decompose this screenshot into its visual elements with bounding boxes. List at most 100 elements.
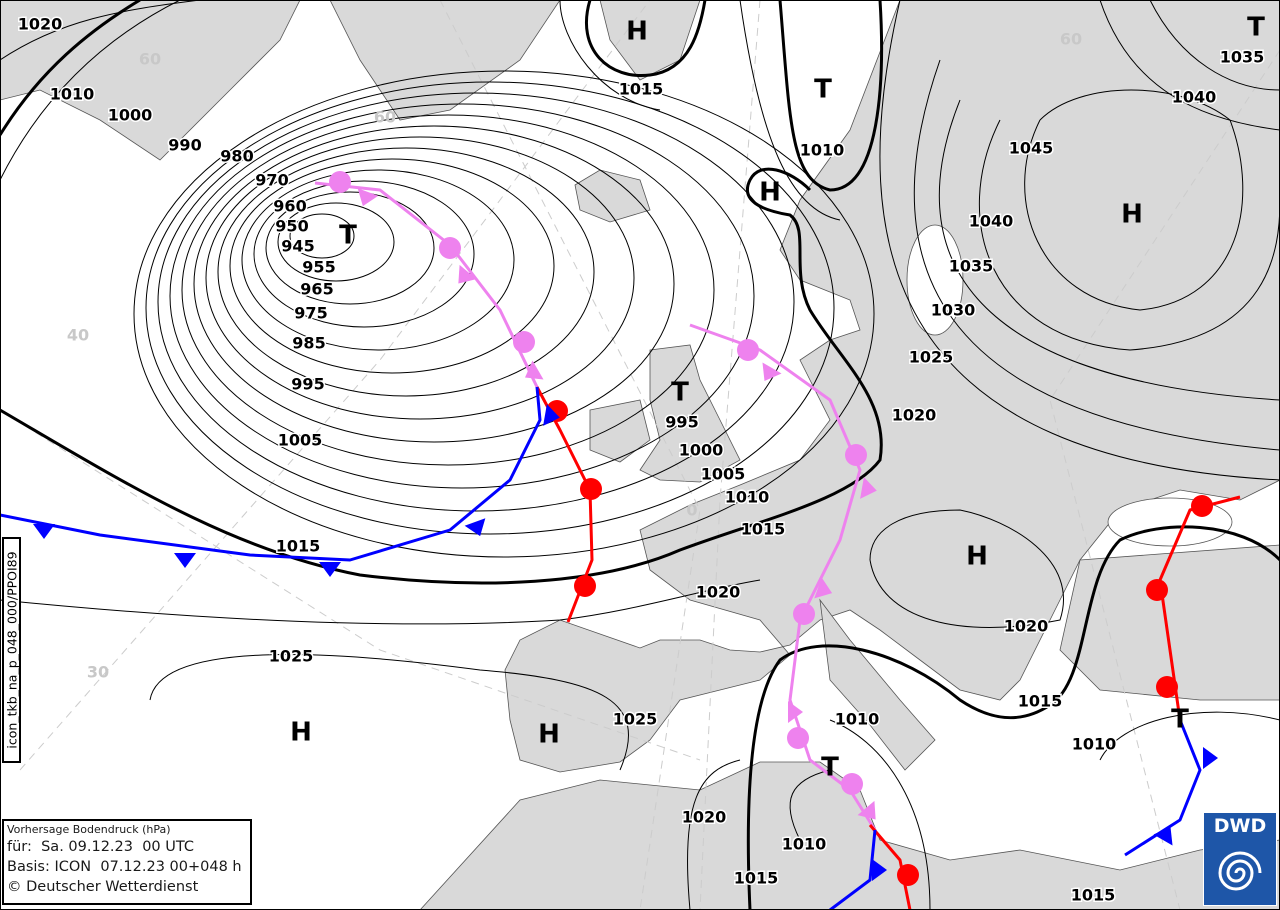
info-box: Vorhersage Bodendruck (hPa) für: Sa. 09.… [2,819,252,905]
isobar-label: 1015 [276,537,321,556]
isobar-line-bold [778,0,884,192]
cold-front-triangle [872,859,887,881]
product-id-label: icon_tkb_na_p_048_000/PPOI89 [2,537,21,763]
isobar-line [265,191,435,305]
occluded-front-triangle [857,800,876,820]
isobar-label: 1035 [949,257,994,276]
isobar-line [253,180,475,328]
low-pressure-center: T [1247,13,1265,43]
isobar-label: 1045 [1009,139,1054,158]
isobar-label: 1020 [18,15,63,34]
cold-front-triangle [33,524,55,539]
isobar-line [739,0,841,221]
occluded-front [314,181,539,388]
cold-front [0,386,542,562]
cold-front-triangle [543,404,560,426]
isobar-line [1024,89,1244,311]
isobar-line [0,0,181,181]
isobar-label: 1025 [613,710,658,729]
occluded-front-triangle [814,577,833,599]
isobar-line [789,769,831,841]
isobar-label: 1025 [269,647,314,666]
isobar-line [205,136,635,420]
occluded-front-triangle [458,264,477,284]
isobar-line [145,81,835,535]
cold-front-triangle [1203,747,1218,769]
isobar-label: 1020 [682,808,727,827]
graticule-line [19,0,651,771]
occluded-front-triangle [788,701,803,723]
land-polygon [1059,544,1280,701]
isobar-line [149,654,630,771]
isobar-label: 960 [273,197,306,216]
land-polygon [329,0,561,121]
cold-front [829,829,877,910]
high-pressure-center: H [759,178,781,208]
isobar-line [687,759,741,910]
occluded-front-semicircle [737,339,759,361]
isobar-label: 950 [275,217,308,236]
isobar-label: 1015 [734,869,779,888]
cold-front-triangle [174,553,196,568]
occluded-front-triangle [525,360,544,380]
isobar-label: 1030 [931,301,976,320]
isobar-line [169,103,755,489]
isobar-label: 1015 [1071,886,1116,905]
isobar-line [869,509,1064,628]
latitude-label: 0 [686,501,697,520]
graticule-line [0,409,701,761]
isobar-label: 1010 [800,141,845,160]
isobar-line-bold [584,0,707,78]
info-title: Vorhersage Bodendruck (hPa) [7,823,171,836]
warm-front [868,824,912,910]
occluded-front-triangle [357,188,379,207]
isobar-label: 945 [281,237,314,256]
isobar-line [0,579,761,625]
land-polygon [504,0,1280,773]
isobar-label: 1025 [909,348,954,367]
latitude-labels: 60 60 40 30 0 60 [67,30,1082,682]
warm-front-semicircle [1156,676,1178,698]
dwd-logo-text: DWD [1213,815,1267,837]
info-basis: Basis: ICON 07.12.23 00+048 h [7,859,242,875]
latitude-label: 30 [87,663,109,682]
low-pressure-center: T [814,75,832,105]
isobar-line [277,202,395,282]
pressure-centers: T T T T T T H H H H H H [290,13,1265,783]
isobar-line [1099,711,1280,761]
isobar-line [217,147,595,397]
low-pressure-center: T [339,221,357,251]
isobar-line [559,0,661,111]
land-polygon [0,0,301,161]
isobar-label: 1000 [108,106,153,125]
land-polygon [599,0,701,81]
high-pressure-center: H [966,542,988,572]
occluded-front-semicircle [513,331,535,353]
warm-front-semicircle [1146,579,1168,601]
occluded-front-semicircle [845,444,867,466]
warm-front-semicircle [580,478,602,500]
isobar-label: 965 [300,280,333,299]
isobar-label: 975 [294,304,327,323]
isobar-label: 985 [292,334,325,353]
isobar-line [1099,0,1280,131]
isobar-label: 1010 [1072,735,1117,754]
isobar-label: 1015 [1018,692,1063,711]
isobar-line [289,213,355,259]
isobar-label: 955 [302,258,335,277]
isobar-line-bold [0,0,141,136]
cold-front [1124,719,1202,857]
high-pressure-center: H [626,17,648,47]
isobar-line [229,158,555,374]
isobar-line [0,0,201,61]
high-pressure-center: H [290,718,312,748]
warm-front-semicircle [897,864,919,886]
isobar-label: 1000 [679,441,724,460]
occluded-front-semicircle [439,237,461,259]
isobar-label: 1020 [1004,617,1049,636]
graticule-line [699,0,761,910]
